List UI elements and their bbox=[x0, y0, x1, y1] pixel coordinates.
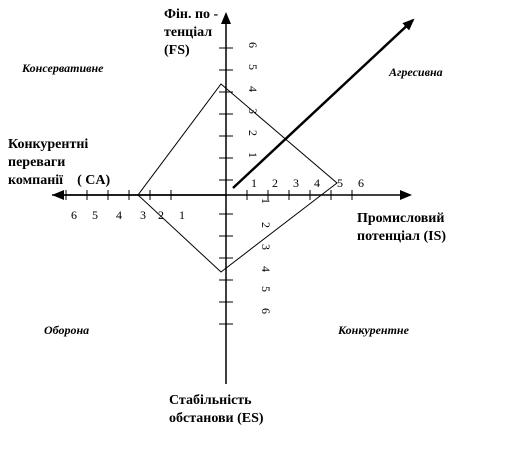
top-axis-label-line1: Фін. по - bbox=[164, 7, 219, 22]
tick-label: 5 bbox=[337, 176, 343, 190]
bottom-axis-label-line1: Стабільність bbox=[169, 393, 252, 408]
tick-label: 1 bbox=[251, 176, 257, 190]
tick-label: 5 bbox=[246, 64, 260, 70]
right-axis-label: Промисловий потенціал (IS) bbox=[357, 211, 446, 244]
tick-label: 2 bbox=[272, 176, 278, 190]
tick-label: 3 bbox=[246, 108, 260, 114]
tick-label: 4 bbox=[246, 86, 260, 92]
quadrant-competitive-label: Конкурентне bbox=[337, 323, 410, 337]
tick-label: 4 bbox=[259, 266, 273, 272]
top-axis-label-line3: (FS) bbox=[164, 43, 190, 58]
right-axis-label-line1: Промисловий bbox=[357, 211, 444, 226]
tick-label: 4 bbox=[116, 208, 122, 222]
quadrant-defensive-label: Оборона bbox=[44, 323, 89, 337]
up-tick-labels: 1 2 3 4 5 6 bbox=[246, 42, 260, 158]
tick-label: 4 bbox=[314, 176, 320, 190]
left-axis-label: Конкурентні переваги компанії ( CA) bbox=[8, 137, 110, 188]
tick-label: 2 bbox=[158, 208, 164, 222]
tick-label: 1 bbox=[259, 198, 273, 204]
left-axis-label-line1: Конкурентні bbox=[8, 137, 88, 152]
tick-label: 3 bbox=[259, 244, 273, 250]
right-tick-labels: 1 2 3 4 5 6 bbox=[251, 176, 364, 190]
tick-label: 2 bbox=[259, 222, 273, 228]
tick-label: 2 bbox=[246, 130, 260, 136]
tick-label: 6 bbox=[358, 176, 364, 190]
quadrant-conservative-label: Консервативне bbox=[21, 61, 104, 75]
tick-label: 3 bbox=[293, 176, 299, 190]
tick-label: 6 bbox=[246, 42, 260, 48]
right-axis-label-line2: потенціал (IS) bbox=[357, 229, 446, 244]
tick-label: 3 bbox=[140, 208, 146, 222]
top-axis-label-line2: тенціал bbox=[164, 25, 212, 40]
tick-label: 5 bbox=[259, 286, 273, 292]
bottom-axis-label: Стабільність обстанови (ES) bbox=[169, 393, 264, 426]
strategy-vector-arrow bbox=[232, 18, 415, 189]
top-axis-label: Фін. по - тенціал (FS) bbox=[164, 7, 219, 58]
left-tick-labels: 6 5 4 3 2 1 bbox=[71, 208, 185, 222]
position-polygon bbox=[137, 83, 338, 273]
down-tick-labels: 1 2 3 4 5 6 bbox=[259, 198, 273, 314]
vertical-axis-ticks bbox=[219, 47, 233, 325]
left-axis-label-line3: компанії ( CA) bbox=[8, 173, 110, 188]
tick-label: 1 bbox=[246, 152, 260, 158]
bottom-axis-label-line2: обстанови (ES) bbox=[169, 411, 264, 426]
quadrant-aggressive-label: Агресивна bbox=[388, 65, 443, 79]
tick-label: 6 bbox=[71, 208, 77, 222]
tick-label: 6 bbox=[259, 308, 273, 314]
horizontal-axis-ticks bbox=[65, 190, 353, 200]
tick-label: 5 bbox=[92, 208, 98, 222]
tick-label: 1 bbox=[179, 208, 185, 222]
left-axis-label-line2: переваги bbox=[8, 155, 65, 170]
